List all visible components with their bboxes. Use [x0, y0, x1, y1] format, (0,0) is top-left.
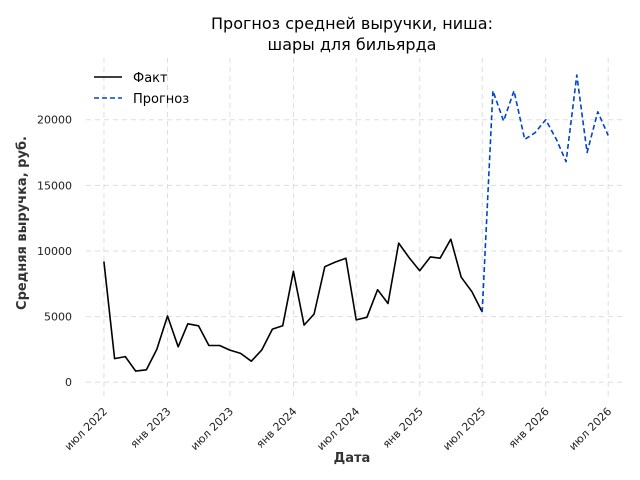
legend: Факт Прогноз	[94, 71, 189, 107]
y-tick-label: 5000	[44, 311, 72, 324]
chart-title-line-1: Прогноз средней выручки, ниша:	[211, 14, 493, 33]
y-tick-label: 15000	[37, 179, 72, 192]
x-tick-label: янв 2023	[128, 405, 174, 451]
y-tick-label: 20000	[37, 114, 72, 127]
series-layer	[103, 74, 609, 372]
x-tick-label: июл 2025	[440, 405, 488, 453]
y-axis-ticks: 0 5000 10000 15000 20000	[37, 114, 72, 390]
x-tick-label: июл 2024	[314, 405, 362, 453]
legend-label-forecast: Прогноз	[133, 92, 189, 107]
series-line-forecast	[481, 74, 609, 313]
y-tick-label: 10000	[37, 245, 72, 258]
y-axis-label: Средняя выручка, руб.	[15, 136, 30, 310]
chart-title-line-2: шары для бильярда	[268, 35, 437, 54]
x-tick-label: янв 2026	[506, 405, 552, 451]
x-tick-label: янв 2025	[380, 405, 426, 451]
legend-label-fact: Факт	[133, 71, 168, 86]
x-axis-ticks: июл 2022 янв 2023 июл 2023 янв 2024 июл 2024…	[62, 405, 614, 453]
series-line-fact	[103, 238, 483, 372]
x-tick-label: июл 2022	[62, 405, 110, 453]
y-tick-label: 0	[65, 376, 72, 389]
x-tick-label: янв 2024	[254, 405, 300, 451]
grid	[86, 58, 622, 398]
x-tick-label: июл 2023	[188, 405, 236, 453]
x-tick-label: июл 2026	[566, 405, 614, 453]
x-axis-label: Дата	[334, 451, 371, 466]
